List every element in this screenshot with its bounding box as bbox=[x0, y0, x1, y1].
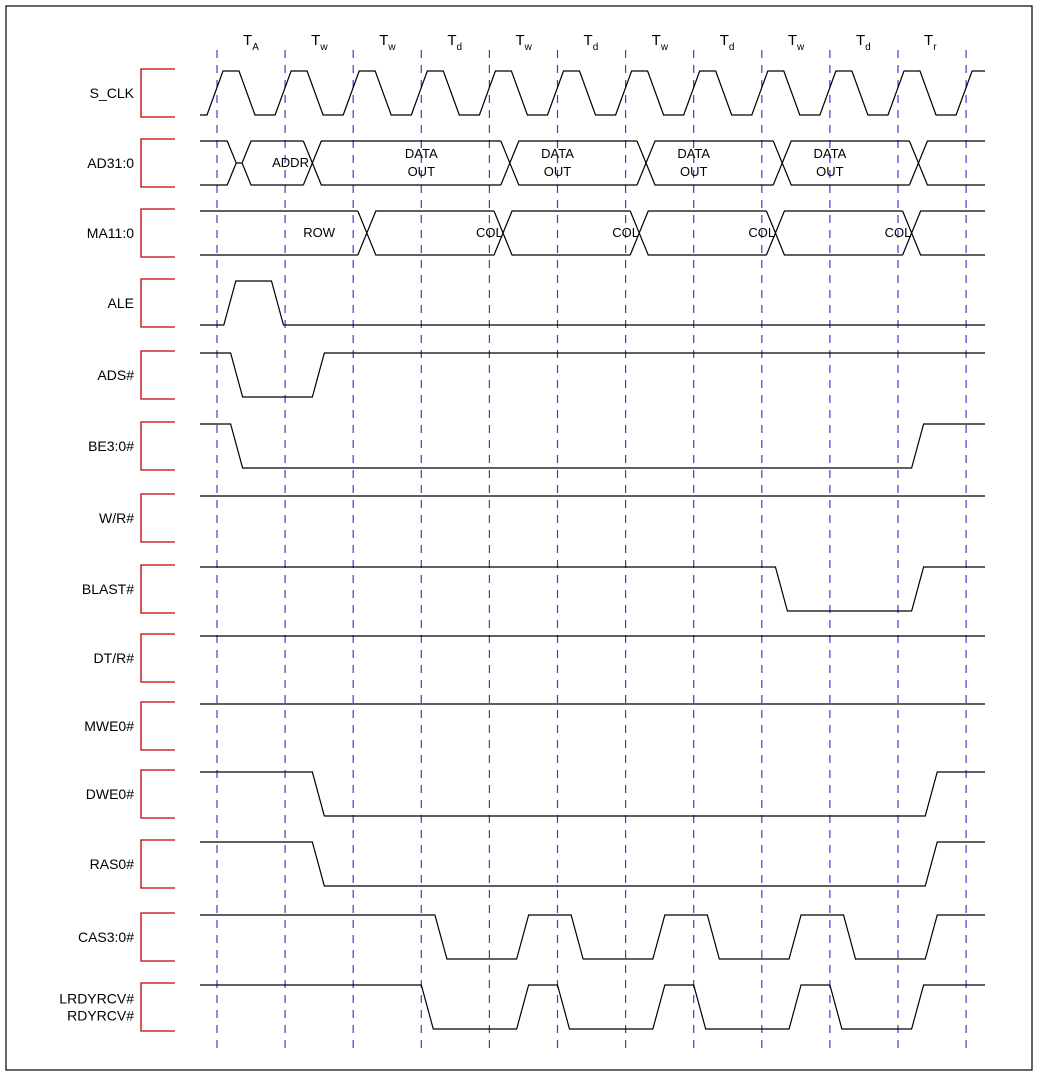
cycle-label: Td bbox=[720, 32, 735, 53]
signal-waveform bbox=[200, 210, 985, 256]
signal-bracket bbox=[140, 982, 175, 1032]
signal-row-ale: ALE bbox=[108, 278, 985, 328]
cycle-label: Tr bbox=[924, 32, 937, 53]
signal-waveform bbox=[200, 771, 985, 817]
signal-waveform bbox=[200, 352, 985, 398]
signal-label: BLAST# bbox=[82, 581, 134, 597]
signal-label: CAS3:0# bbox=[78, 929, 134, 945]
signal-rows: S_CLK AD31:0 ADDR DATA OUT DATA OUT DATA OUT DATA… bbox=[59, 68, 985, 1032]
bus-value-label: COL bbox=[612, 225, 639, 240]
signal-waveform bbox=[200, 841, 985, 887]
signal-waveform bbox=[200, 914, 985, 960]
bus-value-label: DATA OUT bbox=[405, 146, 438, 179]
cycle-label: Td bbox=[856, 32, 871, 53]
bus-value-label: ROW bbox=[303, 225, 336, 240]
cycle-labels: TA Tw Tw Td Tw Td Tw Td Tw Td Tr bbox=[243, 32, 937, 53]
signal-bracket bbox=[140, 278, 175, 328]
signal-waveform bbox=[200, 280, 985, 326]
cycle-label: Tw bbox=[311, 32, 328, 53]
signal-row-mwe: MWE0# bbox=[84, 701, 985, 751]
signal-waveform bbox=[200, 984, 985, 1030]
signal-waveform bbox=[200, 566, 985, 612]
signal-label: RAS0# bbox=[90, 856, 135, 872]
cycle-label: Tw bbox=[379, 32, 396, 53]
signal-bracket bbox=[140, 912, 175, 962]
signal-bracket bbox=[140, 208, 175, 258]
signal-row-blast: BLAST# bbox=[82, 564, 985, 614]
bus-value-label: COL bbox=[885, 225, 912, 240]
signal-label: LRDYRCV# RDYRCV# bbox=[59, 991, 134, 1024]
bus-value-label: COL bbox=[476, 225, 503, 240]
signal-bracket bbox=[140, 769, 175, 819]
signal-row-ras: RAS0# bbox=[90, 839, 985, 889]
signal-label: W/R# bbox=[99, 510, 134, 526]
signal-bracket bbox=[140, 421, 175, 471]
signal-label: DWE0# bbox=[86, 786, 134, 802]
signal-bracket bbox=[140, 701, 175, 751]
signal-label: BE3:0# bbox=[88, 438, 134, 454]
signal-label: DT/R# bbox=[94, 650, 135, 666]
cycle-label: Tw bbox=[788, 32, 805, 53]
signal-row-ads: ADS# bbox=[97, 350, 985, 400]
signal-label: MWE0# bbox=[84, 718, 134, 734]
signal-row-rdy: LRDYRCV# RDYRCV# bbox=[59, 982, 985, 1032]
signal-bracket bbox=[140, 564, 175, 614]
signal-waveform bbox=[200, 423, 985, 469]
signal-waveform bbox=[200, 70, 985, 116]
bus-value-label: DATA OUT bbox=[541, 146, 574, 179]
signal-label: S_CLK bbox=[90, 85, 135, 101]
signal-row-ad: AD31:0 ADDR DATA OUT DATA OUT DATA OUT DATA OUT bbox=[87, 138, 985, 188]
signal-bracket bbox=[140, 68, 175, 118]
signal-row-be: BE3:0# bbox=[88, 421, 985, 471]
signal-row-dtr: DT/R# bbox=[94, 633, 985, 683]
signal-row-s-clk: S_CLK bbox=[90, 68, 985, 118]
cycle-label: Tw bbox=[652, 32, 669, 53]
cycle-label: Td bbox=[447, 32, 462, 53]
bus-value-label: ADDR bbox=[272, 155, 309, 170]
signal-label: ADS# bbox=[97, 367, 134, 383]
signal-bracket bbox=[140, 350, 175, 400]
cycle-label: TA bbox=[243, 32, 259, 53]
signal-bracket bbox=[140, 493, 175, 543]
signal-bracket bbox=[140, 839, 175, 889]
signal-waveform bbox=[200, 140, 985, 186]
signal-label: AD31:0 bbox=[87, 155, 134, 171]
clock-edge-lines bbox=[216, 50, 967, 1050]
bus-value-label: COL bbox=[748, 225, 775, 240]
cycle-label: Td bbox=[584, 32, 599, 53]
bus-value-label: DATA OUT bbox=[677, 146, 710, 179]
diagram-frame bbox=[5, 5, 1033, 1071]
signal-row-cas: CAS3:0# bbox=[78, 912, 985, 962]
signal-bracket bbox=[140, 138, 175, 188]
signal-row-dwe: DWE0# bbox=[86, 769, 985, 819]
signal-label: MA11:0 bbox=[87, 225, 134, 241]
bus-value-label: DATA OUT bbox=[814, 146, 847, 179]
signal-label: ALE bbox=[108, 295, 134, 311]
cycle-label: Tw bbox=[515, 32, 532, 53]
signal-row-wr: W/R# bbox=[99, 493, 985, 543]
signal-bracket bbox=[140, 633, 175, 683]
signal-row-ma: MA11:0 ROW COL COL COL COL bbox=[87, 208, 985, 258]
